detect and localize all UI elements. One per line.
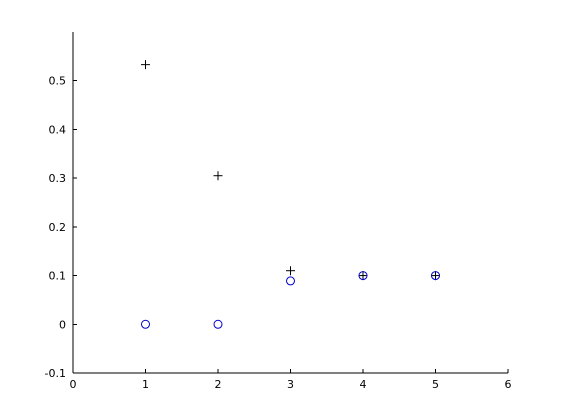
- plus-marker: [358, 271, 368, 281]
- y-axis-ticks: -0.1 0 0.1 0.2 0.3 0.4 0.5: [45, 75, 77, 380]
- y-tick-label: 0.4: [49, 123, 67, 136]
- y-tick-label: 0: [59, 318, 66, 331]
- x-tick-label: 2: [215, 378, 222, 391]
- y-tick-label: 0.5: [49, 75, 67, 88]
- x-tick-label: 6: [505, 378, 512, 391]
- circle-marker: [141, 319, 150, 329]
- x-tick-label: 4: [360, 378, 367, 391]
- plus-marker: [141, 60, 150, 70]
- plus-marker: [286, 266, 295, 276]
- circle-marker: [286, 276, 295, 286]
- data-marks: [141, 60, 440, 329]
- plus-marker: [431, 271, 440, 281]
- x-tick-label: 1: [142, 378, 149, 391]
- x-tick-label: 3: [287, 378, 294, 391]
- plus-marker: [213, 171, 223, 181]
- y-tick-label: 0.3: [49, 172, 67, 185]
- x-tick-label: 5: [432, 378, 439, 391]
- x-tick-label: 0: [70, 378, 77, 391]
- y-tick-label: -0.1: [45, 367, 66, 380]
- axes: [72, 32, 508, 374]
- circle-marker: [358, 271, 368, 281]
- y-tick-label: 0.2: [49, 221, 67, 234]
- circle-marker: [213, 319, 223, 329]
- y-tick-label: 0.1: [49, 270, 67, 283]
- circle-marker: [431, 271, 440, 281]
- x-axis-ticks: 0 1 2 3 4 5 6: [70, 369, 512, 391]
